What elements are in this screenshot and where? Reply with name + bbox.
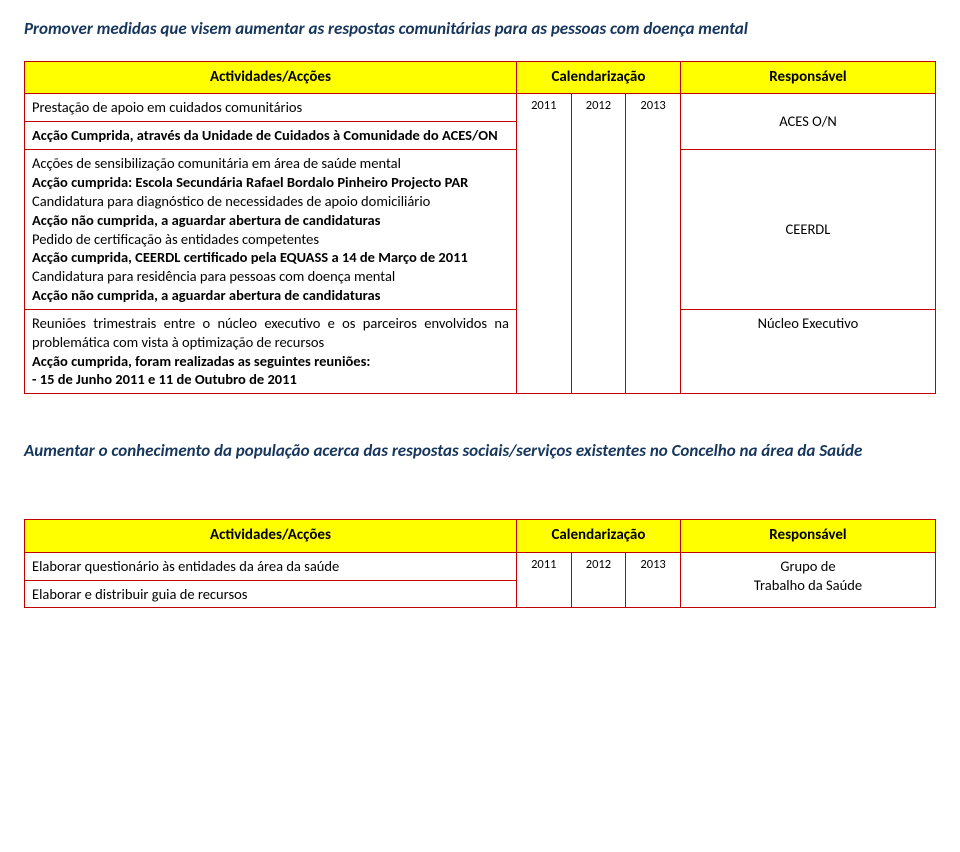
year-cell: 2011	[516, 552, 571, 580]
year-body-cell	[571, 580, 626, 608]
year-body-cell	[571, 122, 626, 394]
activity-cell: Elaborar e distribuir guia de recursos	[25, 580, 517, 608]
section1-heading: Promover medidas que visem aumentar as r…	[24, 18, 936, 41]
responsible-cell: Grupo de Trabalho da Saúde	[680, 552, 935, 608]
year-body-cell	[626, 122, 681, 394]
action-status: Acção cumprida: Escola Secundária Rafael…	[32, 173, 509, 192]
table-row: Reuniões trimestrais entre o núcleo exec…	[25, 309, 936, 393]
section1-table: Actividades/Acções Calendarização Respon…	[24, 61, 936, 394]
activity-cell: Acção Cumprida, através da Unidade de Cu…	[25, 122, 517, 150]
th-activities: Actividades/Acções	[25, 61, 517, 94]
responsible-cell: Núcleo Executivo	[680, 309, 935, 393]
section2-heading: Aumentar o conhecimento da população ace…	[24, 440, 936, 463]
year-body-cell	[516, 122, 571, 394]
table-header-row: Actividades/Acções Calendarização Respon…	[25, 520, 936, 553]
year-cell: 2013	[626, 94, 681, 122]
th-responsible: Responsável	[680, 520, 935, 553]
responsible-cell: CEERDL	[680, 150, 935, 310]
responsible-line1: Grupo de	[688, 557, 928, 576]
year-cell: 2012	[571, 552, 626, 580]
activity-cell: Elaborar questionário às entidades da ár…	[25, 552, 517, 580]
table-row: Elaborar questionário às entidades da ár…	[25, 552, 936, 580]
activity-text: Reuniões trimestrais entre o núcleo exec…	[32, 314, 509, 352]
action-status: Acção cumprida, foram realizadas as segu…	[32, 352, 509, 371]
activity-cell: Acções de sensibilização comunitária em …	[25, 150, 517, 310]
table-row: Prestação de apoio em cuidados comunitár…	[25, 94, 936, 122]
action-status: - 15 de Junho 2011 e 11 de Outubro de 20…	[32, 370, 509, 389]
activity-text: Pedido de certificação às entidades comp…	[32, 230, 509, 249]
year-body-cell	[626, 580, 681, 608]
responsible-line2: Trabalho da Saúde	[688, 576, 928, 595]
action-status: Acção não cumprida, a aguardar abertura …	[32, 286, 509, 305]
th-activities: Actividades/Acções	[25, 520, 517, 553]
year-cell: 2012	[571, 94, 626, 122]
action-status: Acção cumprida, CEERDL certificado pela …	[32, 248, 509, 267]
table-header-row: Actividades/Acções Calendarização Respon…	[25, 61, 936, 94]
section2-table: Actividades/Acções Calendarização Respon…	[24, 519, 936, 608]
activity-cell: Prestação de apoio em cuidados comunitár…	[25, 94, 517, 122]
activity-text: Candidatura para diagnóstico de necessid…	[32, 192, 509, 211]
action-status: Acção não cumprida, a aguardar abertura …	[32, 211, 509, 230]
year-cell: 2011	[516, 94, 571, 122]
action-status: Acção Cumprida, através da Unidade de Cu…	[32, 126, 509, 145]
table-row: Acções de sensibilização comunitária em …	[25, 150, 936, 310]
responsible-cell: ACES O/N	[680, 94, 935, 150]
year-cell: 2013	[626, 552, 681, 580]
activity-cell: Reuniões trimestrais entre o núcleo exec…	[25, 309, 517, 393]
th-calendar: Calendarização	[516, 520, 680, 553]
activity-text: Candidatura para residência para pessoas…	[32, 267, 509, 286]
th-responsible: Responsável	[680, 61, 935, 94]
th-calendar: Calendarização	[516, 61, 680, 94]
activity-text: Acções de sensibilização comunitária em …	[32, 154, 509, 173]
year-body-cell	[516, 580, 571, 608]
